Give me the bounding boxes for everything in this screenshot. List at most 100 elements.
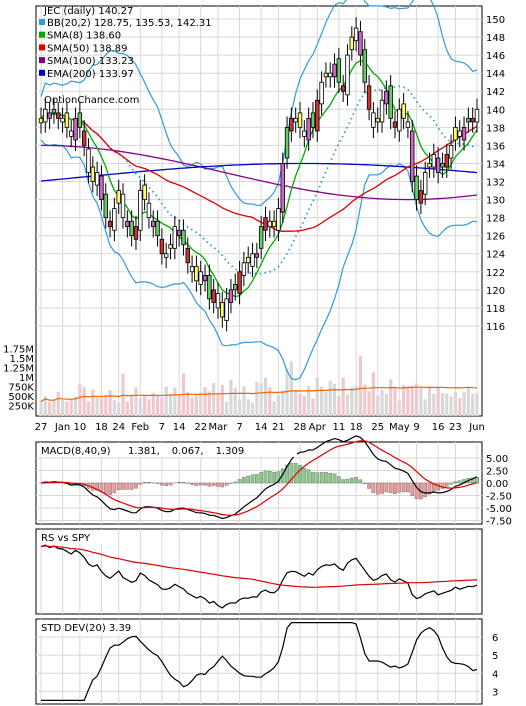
- price-tick-label: 142: [486, 87, 505, 98]
- macd-histogram-bar: [328, 472, 333, 484]
- macd-histogram-bar: [190, 482, 194, 485]
- macd-histogram-bar: [160, 482, 164, 486]
- candle-body: [73, 117, 78, 141]
- macd-histogram-bar: [315, 472, 320, 484]
- volume-bar: [91, 389, 95, 416]
- price-tick-label: 118: [486, 304, 505, 315]
- volume-bar: [363, 384, 367, 416]
- candle-body: [163, 253, 169, 258]
- macd-histogram-bar: [427, 482, 432, 495]
- x-tick-label: Jan: [54, 422, 70, 433]
- volume-bar: [410, 385, 414, 416]
- candle-body: [211, 289, 216, 303]
- candle-body: [116, 190, 121, 204]
- candle-body: [185, 247, 190, 264]
- volume-bar: [302, 395, 306, 416]
- macd-histogram-bar: [345, 478, 350, 484]
- macd-histogram-bar: [211, 482, 216, 486]
- macd-histogram-bar: [198, 482, 203, 486]
- macd-histogram-bar: [401, 482, 406, 493]
- volume-bar: [462, 391, 466, 416]
- volume-bar: [130, 394, 134, 416]
- volume-tick-label: 1M: [19, 373, 34, 384]
- candle-body: [155, 220, 160, 237]
- x-tick-label: 22: [194, 422, 207, 433]
- candle-body: [159, 238, 165, 255]
- volume-bar: [160, 397, 164, 416]
- volume-bar: [155, 395, 160, 416]
- candle-body: [168, 244, 173, 249]
- macd-histogram-bar: [341, 479, 345, 484]
- candle-body: [340, 85, 346, 92]
- candle-body: [125, 220, 130, 228]
- volume-bar: [393, 388, 397, 416]
- macd-histogram-bar: [237, 479, 242, 484]
- volume-bar: [354, 386, 358, 416]
- volume-bar: [397, 400, 401, 416]
- volume-bar: [345, 394, 350, 416]
- candle-body: [51, 108, 57, 114]
- std-tick-label: 4: [492, 669, 498, 680]
- volume-bar: [419, 386, 423, 416]
- candle-body: [306, 117, 311, 141]
- candle-body: [99, 175, 104, 200]
- macd-tick-label: -5.00: [486, 504, 512, 515]
- candle-body: [470, 117, 475, 123]
- candle-body: [297, 112, 303, 128]
- candle-body: [371, 112, 376, 128]
- volume-bar: [319, 386, 324, 416]
- volume-bar: [432, 394, 436, 416]
- volume-bar: [212, 383, 216, 416]
- volume-bar: [134, 387, 138, 416]
- candle-body: [388, 85, 393, 119]
- legend-label: BB(20,2) 128.75, 135.53, 142.31: [47, 18, 212, 29]
- macd-histogram-bar: [194, 482, 199, 486]
- candle-body: [207, 274, 212, 300]
- macd-histogram-bar: [207, 482, 212, 487]
- macd-histogram-bar: [393, 482, 397, 494]
- candle-body: [77, 112, 83, 128]
- legend-swatch: [39, 31, 45, 38]
- candle-body: [120, 193, 126, 219]
- candle-body: [410, 130, 415, 182]
- macd-histogram-bar: [246, 475, 251, 484]
- candle-body: [405, 121, 411, 128]
- candle-body: [440, 163, 445, 168]
- macd-histogram-bar: [423, 482, 427, 498]
- candle-body: [133, 226, 139, 240]
- candle-body: [345, 54, 350, 96]
- candle-body: [284, 126, 290, 159]
- volume-bar: [341, 377, 345, 416]
- macd-value: 1.381,: [128, 446, 160, 457]
- x-tick-label: 27: [35, 422, 48, 433]
- volume-tick-label: 1.5M: [9, 354, 34, 365]
- candle-body: [220, 302, 225, 318]
- price-tick-label: 122: [486, 268, 505, 279]
- candle-body: [202, 274, 208, 282]
- volume-bar: [125, 401, 129, 416]
- candle-body: [64, 112, 70, 128]
- watermark: OptionChance.com: [44, 95, 139, 106]
- volume-bar: [225, 401, 229, 416]
- macd-histogram-bar: [164, 482, 168, 487]
- volume-tick-label: 500K: [8, 392, 34, 403]
- candle-body: [43, 108, 48, 123]
- macd-histogram-bar: [453, 481, 458, 484]
- x-tick-label: 7: [159, 422, 165, 433]
- volume-bar: [281, 390, 285, 416]
- volume-tick-label: 250K: [8, 402, 34, 413]
- candle-body: [366, 85, 372, 110]
- macd-histogram-bar: [216, 482, 220, 487]
- candle-body: [315, 99, 320, 132]
- volume-bar: [298, 393, 302, 416]
- candle-body: [358, 31, 363, 56]
- macd-histogram-bar: [397, 482, 402, 493]
- candle-body: [151, 220, 156, 228]
- volume-bar: [138, 398, 142, 416]
- candle-body: [323, 72, 329, 78]
- macd-histogram-bar: [177, 481, 181, 484]
- candle-body: [353, 27, 359, 42]
- volume-bar: [307, 386, 311, 416]
- chart-title: JEC (daily) 140.27: [43, 6, 133, 17]
- volume-bar: [199, 392, 203, 416]
